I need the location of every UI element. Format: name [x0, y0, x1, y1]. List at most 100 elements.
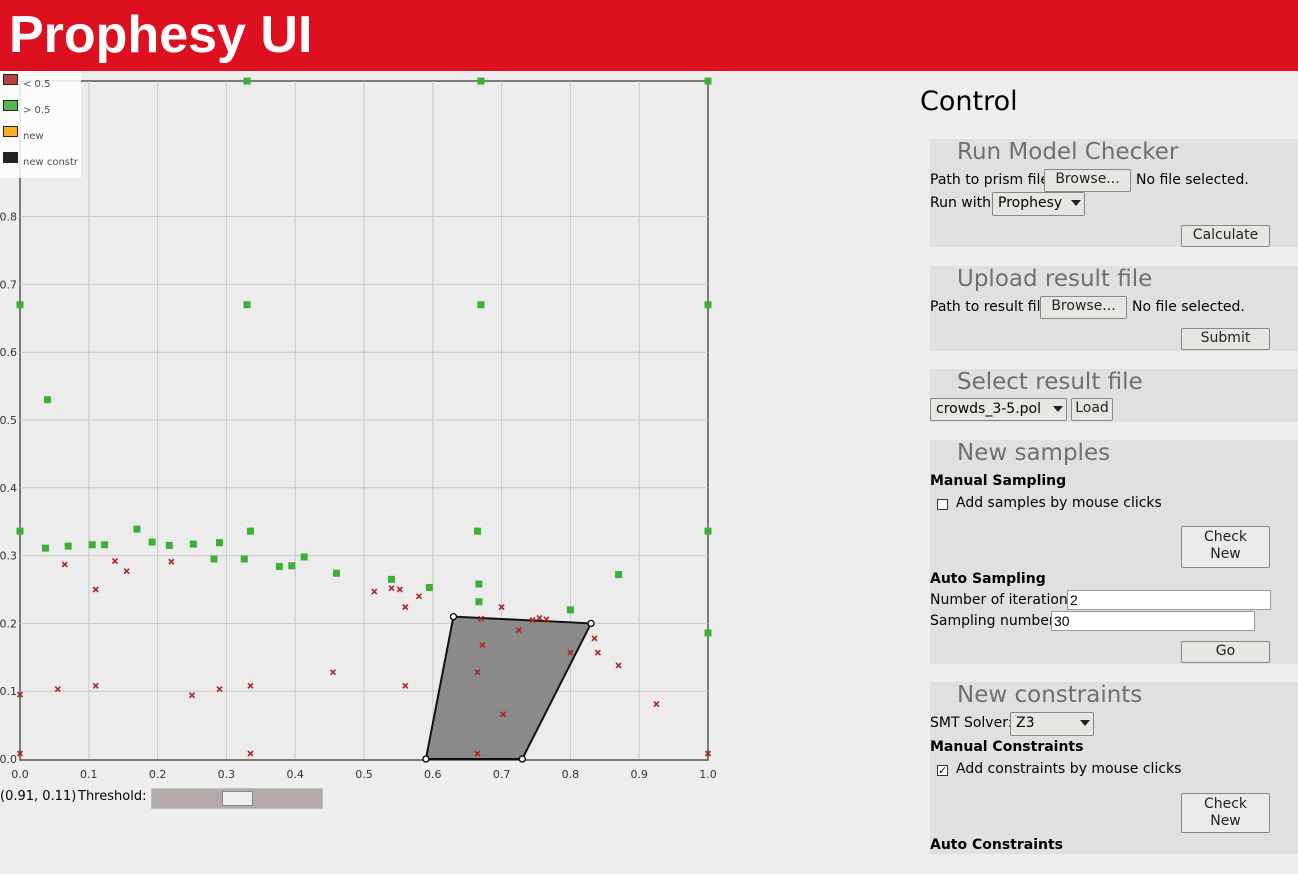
chevron-down-icon	[1071, 200, 1081, 206]
manual-sampling-heading: Manual Sampling	[930, 473, 1067, 489]
constraint-vertex	[422, 755, 430, 763]
red-mark-stroke	[594, 649, 601, 656]
new-constraints-title: New constraints	[957, 682, 1143, 708]
plot-canvas[interactable]: 0.0 0.1 0.2 0.3 0.4 0.5 0.6 0.7 0.8 0.9 1.0 0.0 0.1…	[0, 71, 900, 791]
chevron-down-icon	[1080, 720, 1090, 726]
add-samples-label: Add samples by mouse clicks	[956, 495, 1162, 511]
red-sample-point	[402, 604, 409, 611]
legend-swatch-below	[3, 74, 18, 85]
red-mark-stroke	[474, 669, 481, 676]
red-sample-point	[653, 701, 660, 708]
check-new-samples-line1: Check	[1203, 529, 1248, 545]
red-sample-point	[216, 686, 223, 693]
y-tick-label: 0.1	[0, 685, 17, 698]
green-sample-point	[704, 77, 712, 85]
red-mark-stroke	[247, 750, 254, 757]
upload-result-panel: Upload result file Path to result file: …	[930, 266, 1298, 351]
cursor-coordinates: (0.91, 0.11)	[0, 789, 77, 804]
green-sample-point	[704, 527, 712, 535]
threshold-slider-thumb[interactable]	[222, 791, 253, 806]
legend-item-above: > 0.5	[0, 97, 81, 123]
check-new-constraints-button[interactable]: Check New	[1181, 793, 1270, 833]
legend-item-new-constr: new constr	[0, 149, 81, 175]
red-sample-point	[543, 616, 550, 623]
red-sample-point	[16, 691, 24, 698]
add-samples-checkbox[interactable]	[937, 499, 948, 510]
add-constraints-label: Add constraints by mouse clicks	[956, 761, 1182, 777]
prism-path-label: Path to prism file:	[930, 172, 1054, 188]
red-mark-stroke	[653, 701, 660, 708]
run-with-label: Run with:	[930, 195, 996, 211]
plot-legend: < 0.5 > 0.5 new new constr	[0, 71, 81, 178]
red-mark-stroke	[123, 568, 130, 575]
go-button[interactable]: Go	[1181, 641, 1270, 663]
x-tick-label: 0.1	[80, 768, 98, 781]
constraint-vertex	[587, 619, 595, 628]
red-mark-stroke	[529, 616, 536, 624]
green-sample-point	[243, 301, 251, 309]
threshold-slider[interactable]	[151, 788, 323, 809]
add-constraints-checkbox[interactable]: ✓	[937, 764, 948, 777]
result-file-value: crowds_3-5.pol	[936, 401, 1041, 417]
new-samples-panel: New samples Manual Sampling Add samples …	[930, 440, 1298, 664]
red-mark-stroke	[16, 691, 24, 698]
smt-solver-label: SMT Solver:	[930, 715, 1013, 731]
legend-label-below: < 0.5	[23, 79, 51, 90]
red-mark-stroke	[591, 635, 598, 642]
red-sample-point	[402, 682, 409, 689]
red-mark-stroke	[498, 604, 505, 611]
red-mark-stroke	[92, 586, 99, 593]
red-mark-stroke	[515, 627, 522, 634]
red-mark-stroke	[371, 588, 378, 595]
result-browse-button[interactable]: Browse...	[1040, 296, 1127, 319]
green-sample-point	[477, 77, 485, 85]
green-sample-point	[475, 598, 483, 606]
green-sample-point	[44, 396, 52, 404]
red-sample-point	[61, 561, 68, 568]
load-button[interactable]: Load	[1071, 398, 1113, 421]
iterations-input[interactable]	[1067, 590, 1271, 610]
run-with-select[interactable]: Prophesy	[992, 192, 1085, 216]
x-tick-label: 0.7	[493, 768, 511, 781]
green-sample-point	[246, 527, 254, 535]
legend-swatch-above	[3, 100, 18, 111]
x-tick-label: 0.6	[424, 768, 442, 781]
green-sample-point	[189, 540, 197, 548]
red-sample-point	[329, 669, 337, 676]
manual-constraints-heading: Manual Constraints	[930, 739, 1084, 755]
x-axis-ticks: 0.0 0.1 0.2 0.3 0.4 0.5 0.6 0.7 0.8 0.9 1.0	[11, 768, 717, 781]
red-mark-stroke	[479, 642, 486, 649]
red-sample-point	[168, 558, 175, 565]
green-sample-point	[240, 555, 248, 563]
prism-browse-button[interactable]: Browse...	[1044, 169, 1131, 192]
select-result-panel: Select result file crowds_3-5.pol Load	[930, 369, 1298, 422]
red-sample-point	[92, 682, 99, 689]
result-file-select[interactable]: crowds_3-5.pol	[930, 398, 1067, 421]
red-mark-stroke	[402, 604, 409, 611]
green-sample-point	[64, 542, 72, 550]
sampling-number-label: Sampling number:	[930, 613, 1060, 629]
red-mark-stroke	[704, 750, 712, 757]
red-sample-point	[188, 692, 196, 699]
green-sample-point	[477, 301, 485, 309]
x-tick-label: 0.4	[286, 768, 304, 781]
red-sample-point	[247, 750, 254, 757]
red-sample-point	[536, 614, 543, 622]
x-tick-label: 0.9	[630, 768, 648, 781]
new-samples-title: New samples	[957, 440, 1111, 466]
sample-plot[interactable]: 0.0 0.1 0.2 0.3 0.4 0.5 0.6 0.7 0.8 0.9 1.0 0.0 0.1…	[0, 71, 900, 831]
red-mark-stroke	[188, 692, 196, 699]
red-sample-point	[515, 627, 522, 634]
submit-button[interactable]: Submit	[1181, 328, 1270, 350]
sampling-number-input[interactable]	[1051, 611, 1255, 631]
check-new-samples-button[interactable]: Check New	[1181, 526, 1270, 568]
red-mark-stroke	[536, 614, 543, 622]
calculate-button[interactable]: Calculate	[1181, 225, 1270, 247]
green-sample-point	[275, 562, 283, 570]
chevron-down-icon	[1053, 406, 1063, 412]
green-sample-point	[388, 575, 396, 583]
smt-solver-select[interactable]: Z3	[1010, 712, 1094, 736]
x-tick-label: 0.2	[149, 768, 167, 781]
upload-result-title: Upload result file	[957, 266, 1153, 292]
red-sample-point	[54, 686, 61, 693]
